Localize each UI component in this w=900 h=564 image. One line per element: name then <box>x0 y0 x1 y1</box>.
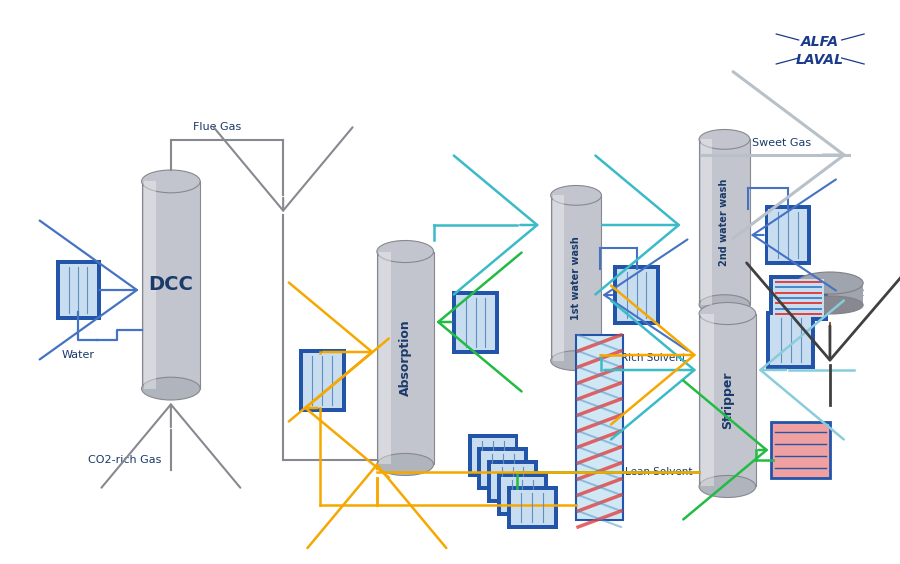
FancyBboxPatch shape <box>507 486 557 528</box>
FancyBboxPatch shape <box>377 252 434 465</box>
FancyBboxPatch shape <box>796 283 863 305</box>
FancyBboxPatch shape <box>501 477 544 512</box>
Ellipse shape <box>699 475 756 497</box>
Text: 1st water wash: 1st water wash <box>572 236 581 320</box>
FancyBboxPatch shape <box>497 473 548 515</box>
Ellipse shape <box>377 240 434 262</box>
FancyBboxPatch shape <box>491 464 534 499</box>
Text: Flue Gas: Flue Gas <box>193 122 241 132</box>
Text: Sweet Gas: Sweet Gas <box>752 138 811 148</box>
FancyBboxPatch shape <box>56 260 101 320</box>
FancyBboxPatch shape <box>456 294 495 350</box>
FancyBboxPatch shape <box>771 422 830 478</box>
FancyBboxPatch shape <box>699 314 756 487</box>
FancyBboxPatch shape <box>699 139 750 305</box>
Text: ALFA: ALFA <box>801 35 839 49</box>
Ellipse shape <box>699 295 750 315</box>
FancyBboxPatch shape <box>141 182 200 389</box>
Text: CO2-rich Gas: CO2-rich Gas <box>88 455 161 465</box>
Text: Absorption: Absorption <box>399 320 411 396</box>
Text: CO2: CO2 <box>842 288 865 298</box>
Ellipse shape <box>796 296 863 314</box>
FancyBboxPatch shape <box>764 205 812 265</box>
Text: Stripper: Stripper <box>721 371 734 429</box>
FancyBboxPatch shape <box>59 264 96 316</box>
FancyBboxPatch shape <box>553 195 563 360</box>
Text: Lean Solvent: Lean Solvent <box>625 467 692 477</box>
FancyBboxPatch shape <box>617 269 656 321</box>
FancyBboxPatch shape <box>701 314 714 487</box>
FancyBboxPatch shape <box>299 349 346 412</box>
FancyBboxPatch shape <box>613 265 660 325</box>
FancyBboxPatch shape <box>510 490 554 525</box>
Ellipse shape <box>699 302 756 324</box>
FancyBboxPatch shape <box>773 279 824 317</box>
Text: Water: Water <box>61 350 94 360</box>
FancyBboxPatch shape <box>482 451 525 486</box>
Text: Rich Solvent: Rich Solvent <box>621 353 686 363</box>
FancyBboxPatch shape <box>767 311 815 369</box>
FancyBboxPatch shape <box>576 335 623 520</box>
Ellipse shape <box>551 186 601 205</box>
FancyBboxPatch shape <box>472 438 515 473</box>
FancyBboxPatch shape <box>143 182 157 389</box>
Ellipse shape <box>699 130 750 149</box>
Ellipse shape <box>141 170 200 193</box>
FancyBboxPatch shape <box>468 434 518 477</box>
Ellipse shape <box>377 453 434 475</box>
Ellipse shape <box>796 272 863 294</box>
FancyBboxPatch shape <box>769 209 807 261</box>
FancyBboxPatch shape <box>701 139 712 305</box>
Text: DCC: DCC <box>148 275 194 294</box>
Ellipse shape <box>551 351 601 371</box>
FancyBboxPatch shape <box>478 447 528 490</box>
Text: LAVAL: LAVAL <box>796 53 844 67</box>
FancyBboxPatch shape <box>551 195 601 360</box>
Ellipse shape <box>141 377 200 400</box>
FancyBboxPatch shape <box>452 290 499 354</box>
FancyBboxPatch shape <box>379 252 392 465</box>
FancyBboxPatch shape <box>487 460 538 503</box>
FancyBboxPatch shape <box>770 315 812 365</box>
Text: 2nd water wash: 2nd water wash <box>719 178 730 266</box>
FancyBboxPatch shape <box>770 275 828 321</box>
FancyBboxPatch shape <box>302 352 342 408</box>
